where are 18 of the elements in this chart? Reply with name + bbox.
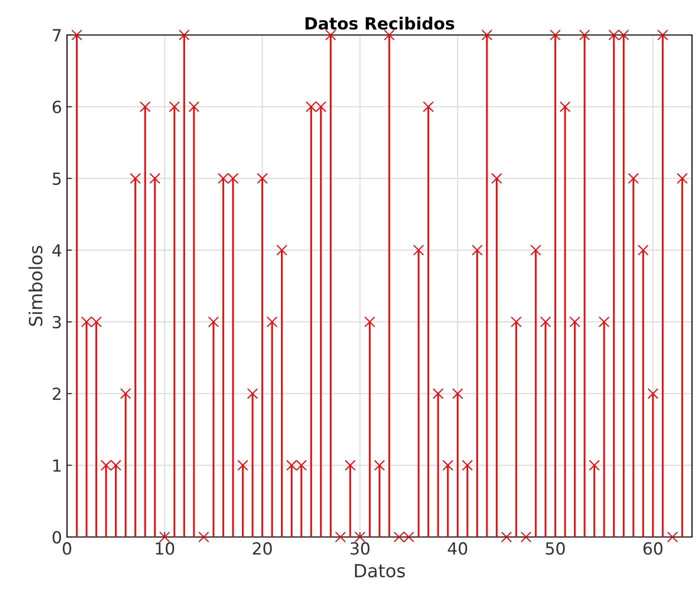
x-tick-label: 0 (62, 542, 72, 555)
x-tick-label: 60 (643, 542, 662, 555)
chart-title: Datos Recibidos (306, 16, 454, 30)
y-tick-label: 4 (52, 244, 62, 256)
y-tick-label: 0 (52, 530, 62, 544)
x-axis-title: Datos (355, 564, 405, 578)
y-tick-label: 7 (52, 29, 61, 42)
y-tick-label: 5 (52, 172, 61, 185)
y-tick-label: 1 (53, 459, 61, 472)
x-tick-label: 10 (156, 542, 174, 555)
x-tick-label: 20 (252, 542, 272, 555)
y-axis-title: Simbolos (28, 246, 42, 326)
y-tick-label: 2 (52, 388, 60, 400)
x-tick-label: 40 (448, 542, 468, 555)
y-tick-label: 3 (52, 316, 61, 328)
x-tick-label: 50 (546, 542, 565, 555)
y-tick-label: 6 (52, 100, 62, 114)
x-tick-label: 30 (350, 542, 370, 555)
